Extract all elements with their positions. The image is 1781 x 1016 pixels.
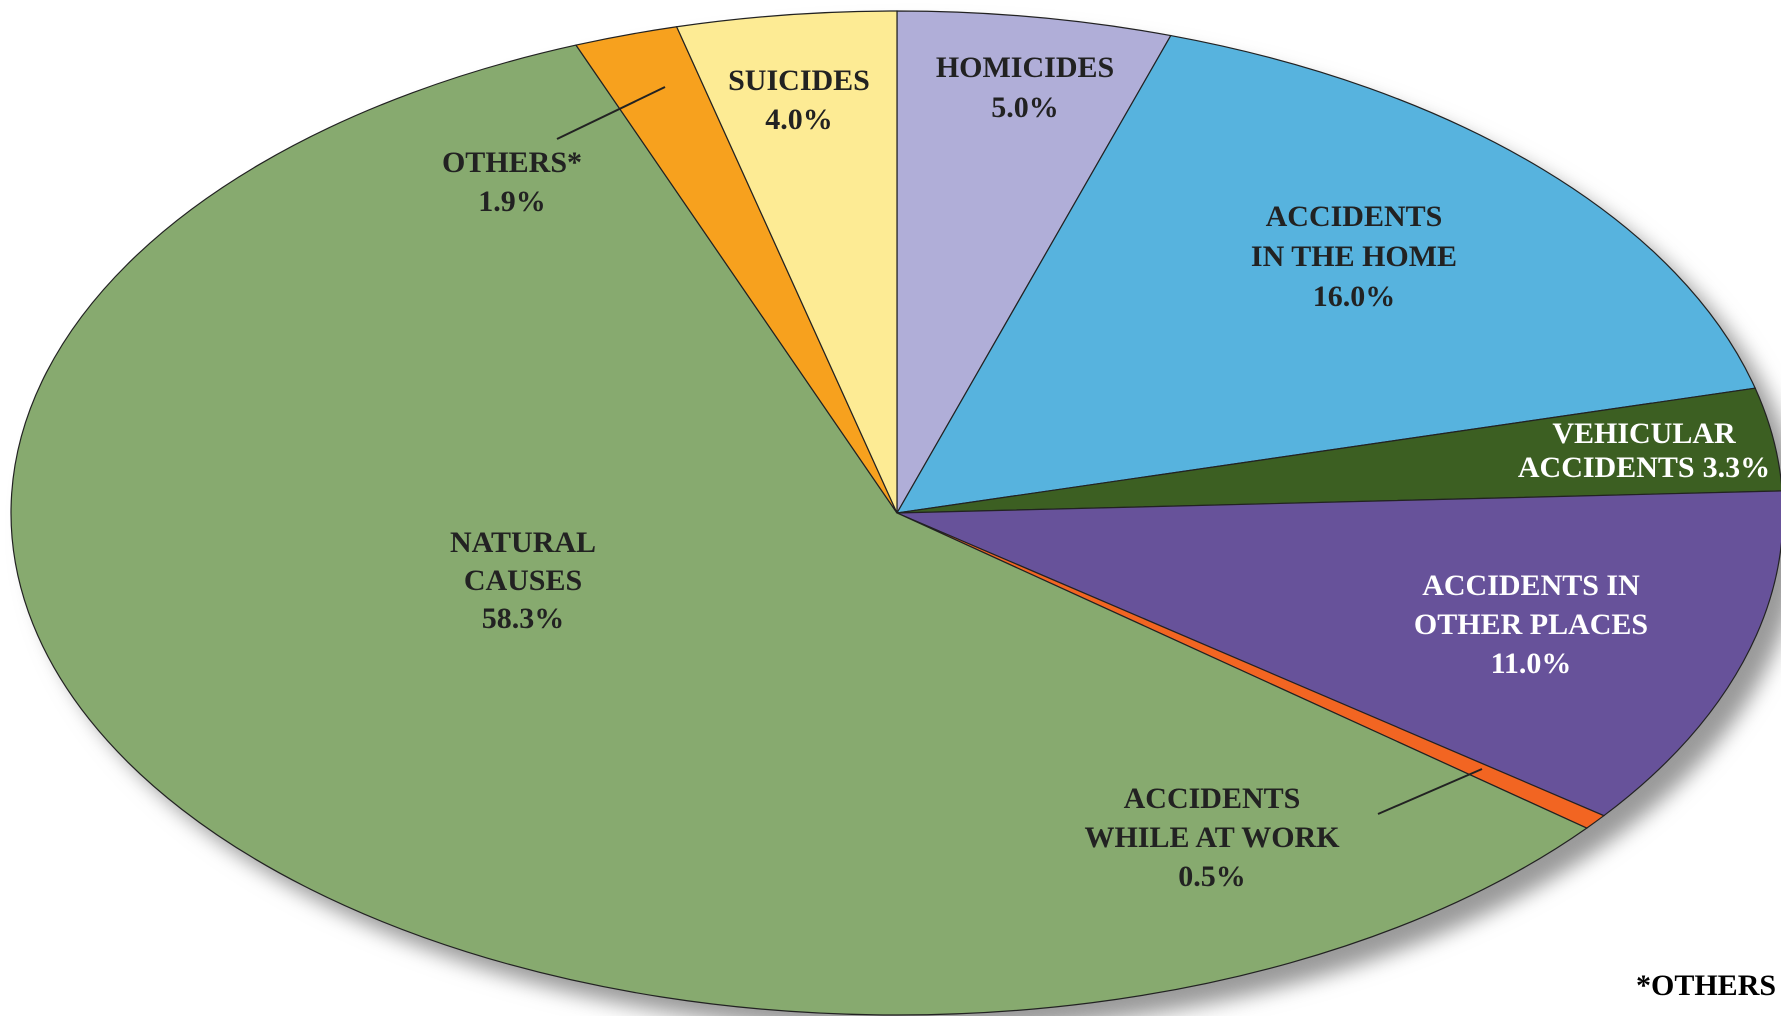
label-line: OTHER PLACES <box>1414 608 1648 641</box>
value-label: 58.3% <box>482 602 565 635</box>
slice-label: SUICIDES 4.0% <box>728 64 870 136</box>
value-label: 11.0% <box>1491 647 1572 680</box>
slice-label: ACCIDENTS IN OTHER PLACES 11.0% <box>1414 569 1648 680</box>
label-line: SUICIDES <box>728 64 870 97</box>
slice-label: ACCIDENTS WHILE AT WORK 0.5% <box>1084 782 1340 893</box>
slice-label: NATURAL CAUSES 58.3% <box>450 526 596 635</box>
label-line: IN THE HOME <box>1251 240 1457 273</box>
slice-label: OTHERS* 1.9% <box>442 146 582 218</box>
label-line: HOMICIDES <box>936 51 1114 84</box>
label-line: ACCIDENTS <box>1124 782 1301 815</box>
value-label: 4.0% <box>765 103 833 136</box>
value-label: 5.0% <box>991 91 1059 124</box>
slice-label: VEHICULAR ACCIDENTS 3.3% <box>1518 417 1770 484</box>
slice-label: HOMICIDES 5.0% <box>936 51 1114 124</box>
label-line: CAUSES <box>464 564 582 597</box>
label-line: WHILE AT WORK <box>1084 821 1340 854</box>
label-line: ACCIDENTS <box>1266 200 1443 233</box>
footnote: *OTHERS <box>1636 969 1776 1002</box>
pie-slice <box>896 10 1172 516</box>
pie-slice <box>10 44 1588 1016</box>
label-line: ACCIDENTS IN <box>1422 569 1640 602</box>
value-label: 3.3% <box>1703 451 1771 484</box>
leader-line <box>1377 768 1483 815</box>
pie-slice <box>675 10 898 514</box>
value-label: 1.9% <box>478 185 546 218</box>
value-label: 16.0% <box>1313 280 1396 313</box>
pie-slice <box>896 387 1781 514</box>
pie-slice <box>896 490 1781 817</box>
label-line: VEHICULAR <box>1552 417 1736 450</box>
pie-slice <box>895 34 1757 514</box>
label-line: OTHERS* <box>442 146 582 179</box>
value-label: 0.5% <box>1178 860 1246 893</box>
label-line: NATURAL <box>450 526 596 559</box>
leader-line <box>556 86 666 140</box>
label-line: ACCIDENTS <box>1518 451 1695 484</box>
slice-label: ACCIDENTS IN THE HOME 16.0% <box>1251 200 1457 313</box>
